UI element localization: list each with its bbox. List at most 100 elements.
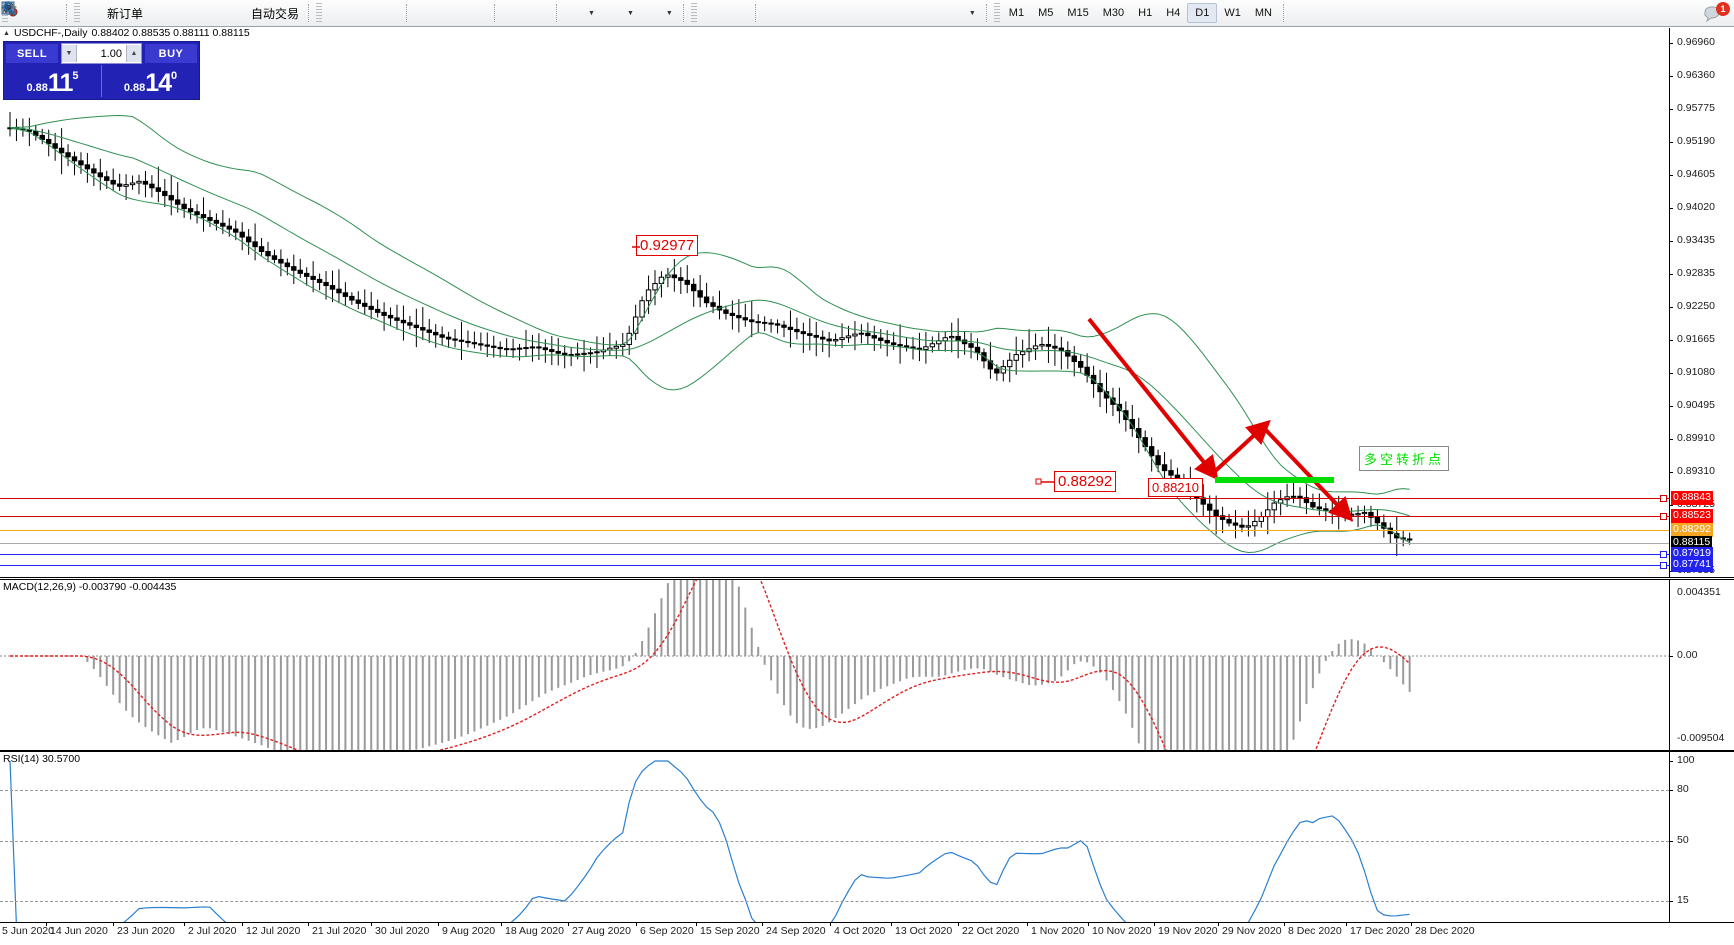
timeframe-w1[interactable]: W1 [1224, 7, 1241, 19]
new-order-icon [1, 1, 105, 23]
zoom-out-button[interactable] [1, 1, 464, 25]
volume-increase-icon[interactable]: ▲ [126, 45, 141, 62]
toolbar-grip-3[interactable] [316, 3, 323, 23]
svg-text:A: A [4, 2, 13, 16]
axis-tick-mark [1669, 307, 1673, 308]
rsi-axis-line [1669, 752, 1670, 922]
auto-trading-button[interactable]: 自动交易 [1, 1, 304, 25]
tile-windows-button[interactable] [1, 1, 490, 25]
collapse-triangle-icon[interactable]: ▲ [3, 29, 10, 37]
toolbar-grip-5[interactable] [993, 3, 1000, 23]
print-button[interactable] [1, 1, 200, 25]
annotation-support-label-1[interactable]: 0.88292 [1054, 471, 1117, 492]
timeframe-m30[interactable]: M30 [1102, 7, 1125, 19]
vertical-line-button[interactable] [7, 1, 787, 25]
toolbar-grip-2[interactable] [74, 3, 80, 23]
text-label-button[interactable]: T [2, 1, 943, 25]
buy-price-fraction: 0 [171, 70, 178, 82]
zoom-in-button[interactable] [1, 1, 438, 25]
time-axis-label: 12 Jul 2020 [246, 925, 301, 937]
price-chart-pane[interactable]: 0.96960 0.96360 0.95775 0.95190 0.94605 0.940… [0, 28, 1734, 578]
cursor-button[interactable] [5, 1, 725, 25]
price-level-line[interactable] [0, 554, 1669, 555]
price-level-tag[interactable]: 0.88843 [1671, 491, 1713, 505]
timeframe-m15[interactable]: M15 [1067, 7, 1089, 19]
timeframe-h4[interactable]: H4 [1166, 7, 1181, 19]
equidistant-channel-button[interactable]: E [2, 1, 865, 25]
buy-button[interactable]: BUY [145, 44, 197, 63]
price-level-line[interactable] [0, 516, 1669, 517]
price-plot-area[interactable] [0, 28, 1734, 577]
time-axis-label: 22 Oct 2020 [962, 925, 1020, 937]
candlestick-chart-button[interactable] [5, 1, 376, 25]
price-level-line[interactable] [0, 530, 1669, 531]
toolbar-separator-3 [406, 4, 408, 22]
sell-button[interactable]: SELL [6, 44, 58, 63]
templates-button[interactable]: ▼ [1, 1, 679, 25]
shapes-dropdown-icon[interactable]: ▼ [968, 9, 976, 17]
buy-quote[interactable]: 0.88 14 0 [102, 65, 199, 97]
timeframe-h1[interactable]: H1 [1138, 7, 1153, 19]
text-button[interactable]: A [4, 1, 917, 25]
crosshair-button[interactable] [2, 1, 751, 25]
price-level-handle[interactable] [1660, 562, 1667, 569]
horizontal-line-button[interactable] [3, 1, 813, 25]
line-chart-button[interactable] [1, 1, 402, 25]
sell-quote[interactable]: 0.88 11 5 [4, 65, 101, 97]
search-button[interactable] [3, 1, 1702, 25]
macd-pane[interactable]: MACD(12,26,9) -0.003790 -0.004435 0.0043… [0, 579, 1734, 751]
shapes-button[interactable]: ▼ [2, 1, 982, 25]
axis-tick-label: 0.95775 [1677, 102, 1715, 114]
trendline-button[interactable] [2, 1, 839, 25]
time-axis-tick [636, 922, 637, 926]
text-icon: A [4, 2, 914, 23]
price-level-tag[interactable]: 0.87741 [1671, 558, 1713, 572]
price-level-handle[interactable] [1660, 513, 1667, 520]
price-level-line[interactable] [0, 565, 1669, 566]
layers-button[interactable] [0, 1, 174, 25]
new-order-label: 新订单 [107, 6, 144, 21]
data-window-button[interactable] [1, 1, 62, 25]
indicators-button[interactable]: ▼ [1, 1, 601, 25]
volume-value[interactable]: 1.00 [100, 47, 122, 60]
axis-tick-label: 0.004351 [1677, 586, 1721, 598]
timeframe-m5[interactable]: M5 [1038, 7, 1054, 19]
annotation-turning-point-label[interactable]: 多空转折点 [1359, 446, 1450, 471]
metaeditor-button[interactable] [1, 1, 226, 25]
time-axis[interactable]: 5 Jun 2020 14 Jun 2020 23 Jun 2020 2 Jul 20… [0, 922, 1734, 940]
price-level-tag[interactable]: 0.87919 [1671, 547, 1713, 561]
buy-price-prefix: 0.88 [123, 82, 146, 94]
timeframe-mn[interactable]: MN [1254, 7, 1272, 19]
price-level-handle[interactable] [1660, 551, 1667, 558]
new-order-button[interactable]: 新订单 [1, 1, 148, 25]
cursor-icon [5, 2, 722, 23]
price-level-handle[interactable] [1660, 495, 1667, 502]
time-axis-label: 4 Oct 2020 [834, 925, 886, 937]
rsi-pane[interactable]: RSI(14) 30.5700 100 80 50 15 [0, 751, 1734, 923]
price-level-tag[interactable]: 0.88115 [1671, 536, 1713, 550]
templates-dropdown-icon[interactable]: ▼ [665, 9, 673, 17]
toolbar-grip-4[interactable] [690, 3, 697, 23]
fibonacci-button[interactable]: F [3, 1, 891, 25]
price-level-tag[interactable]: 0.88292 [1671, 523, 1713, 537]
timeframe-d1[interactable]: D1 [1187, 3, 1218, 23]
annotation-high-label[interactable]: 0.92977 [636, 235, 699, 256]
periods-dropdown-icon[interactable]: ▼ [626, 9, 634, 17]
price-level-line[interactable] [0, 498, 1669, 499]
volume-stepper[interactable]: ▼ 1.00 ▲ [61, 43, 142, 64]
volume-decrease-icon[interactable]: ▼ [62, 45, 77, 62]
macd-plot-area[interactable] [0, 580, 1734, 750]
notifications-button[interactable]: 1 [1702, 2, 1730, 23]
annotation-support-label-2[interactable]: 0.88210 [1148, 478, 1203, 497]
shift-end-button[interactable] [2, 1, 526, 25]
line-chart-icon [1, 2, 399, 23]
axis-tick-label: 80 [1677, 783, 1689, 795]
price-level-tag[interactable]: 0.88523 [1671, 509, 1713, 523]
price-level-line[interactable] [0, 543, 1669, 544]
periods-button[interactable]: ▼ [1, 1, 640, 25]
rsi-plot-area[interactable] [0, 752, 1734, 922]
bar-chart-button[interactable] [5, 1, 350, 25]
timeframe-m1[interactable]: M1 [1008, 7, 1025, 19]
indicators-dropdown-icon[interactable]: ▼ [588, 9, 595, 17]
auto-scroll-button[interactable] [2, 1, 552, 25]
